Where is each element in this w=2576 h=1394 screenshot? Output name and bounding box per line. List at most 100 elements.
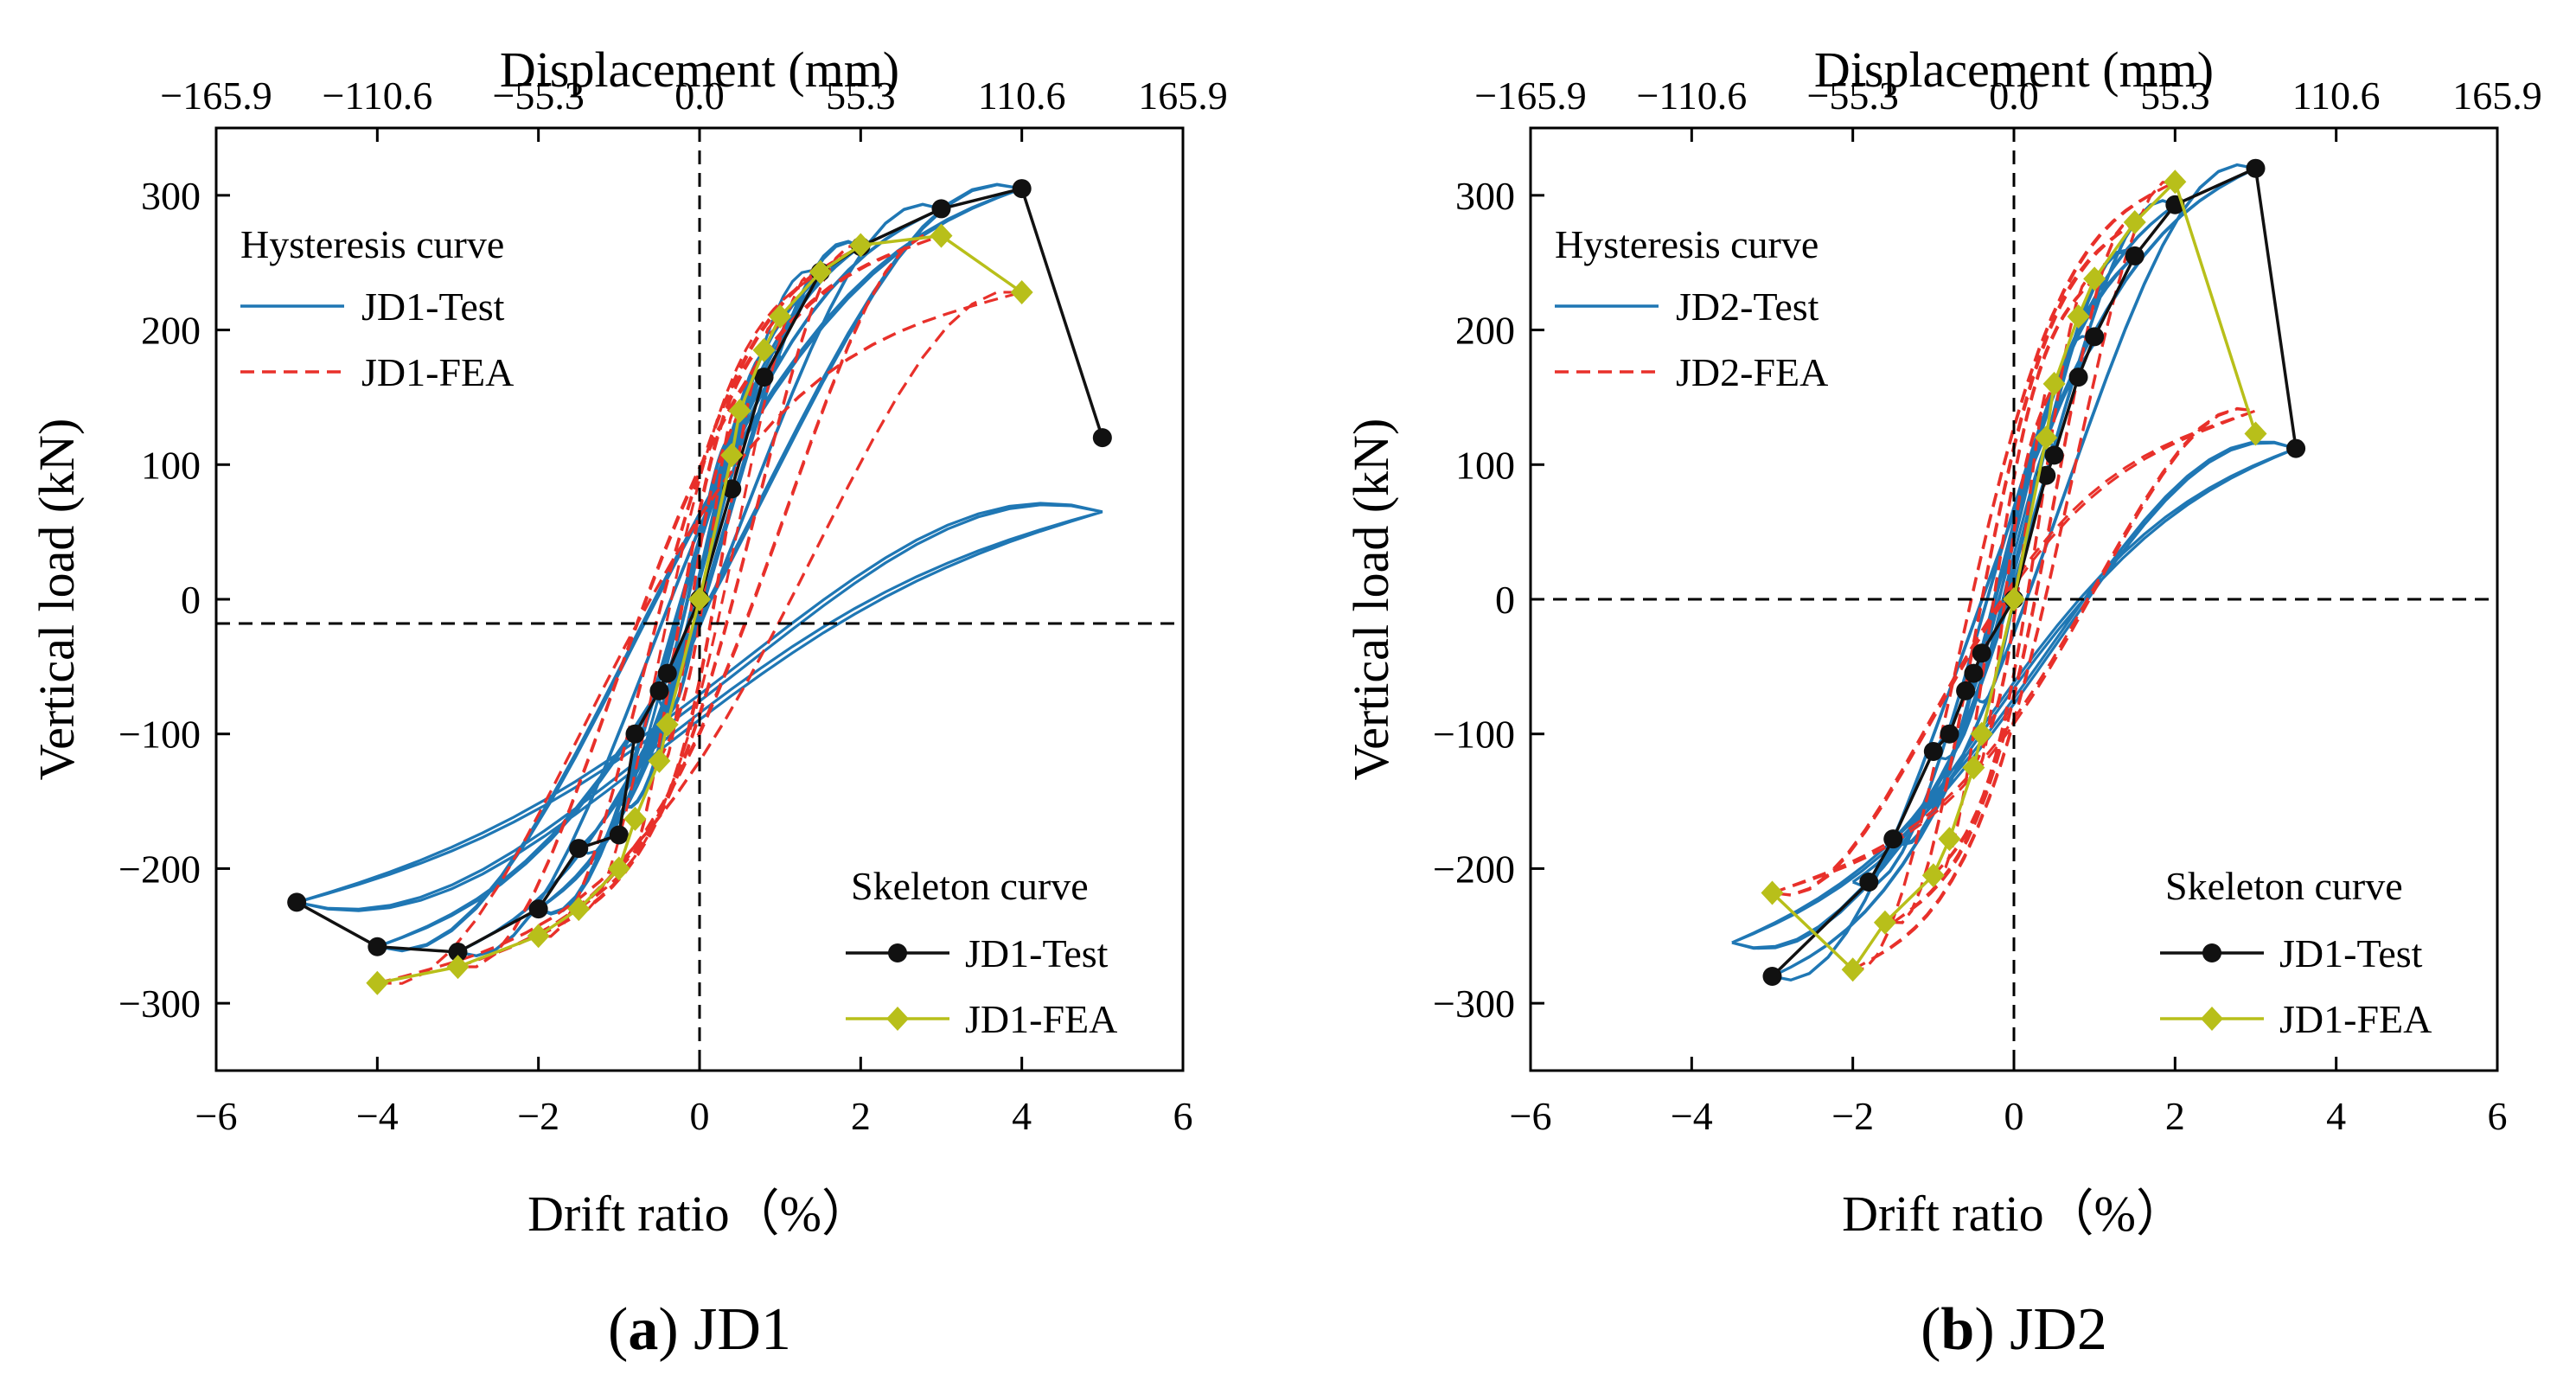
skeleton-test-point bbox=[2286, 438, 2306, 458]
y-tick-label: 200 bbox=[141, 309, 201, 353]
legend-skeleton-test-label: JD1-Test bbox=[965, 931, 1109, 975]
caption-paren-close: ) bbox=[1974, 1296, 2010, 1363]
skeleton-test-point bbox=[569, 839, 589, 859]
skeleton-test-point bbox=[657, 663, 677, 683]
panel-a-chart: −6 −4 −2 0 2 4 6 −165.9 −110.6 −55.3 0.0 55.3 110.6 1… bbox=[29, 42, 1228, 1363]
y-tick-label: −200 bbox=[1433, 847, 1515, 891]
x-axis-title: Drift ratio（%） bbox=[527, 1186, 872, 1242]
x-tick-label: −2 bbox=[1831, 1094, 1874, 1138]
skeleton-fea-point bbox=[623, 806, 647, 831]
caption-paren-open: ( bbox=[1921, 1296, 1940, 1363]
legend-skeleton-fea-label: JD1-FEA bbox=[965, 997, 1117, 1041]
top-x-tick-label: −165.9 bbox=[160, 74, 272, 118]
skeleton-test-point bbox=[754, 368, 774, 387]
skeleton-test-point bbox=[368, 937, 387, 956]
skeleton-fea-point bbox=[2042, 371, 2066, 396]
top-x-tick-label: 55.3 bbox=[826, 74, 896, 118]
skeleton-fea-point bbox=[720, 443, 744, 468]
legend-skeleton-test-label: JD1-Test bbox=[2279, 931, 2423, 975]
y-tick-label: 300 bbox=[141, 174, 201, 218]
caption-label: a bbox=[628, 1296, 658, 1363]
legend-hysteresis-title: Hysteresis curve bbox=[1555, 222, 1819, 266]
skeleton-test-point bbox=[2036, 465, 2056, 485]
top-x-tick-label: 110.6 bbox=[2292, 74, 2381, 118]
skeleton-test-point bbox=[1964, 663, 1984, 683]
legend-skeleton-fea-label: JD1-FEA bbox=[2279, 997, 2432, 1041]
legend-fea-label: JD2-FEA bbox=[1676, 350, 1828, 394]
y-tick-label: −300 bbox=[1433, 982, 1515, 1026]
top-x-tick-label: 110.6 bbox=[978, 74, 1066, 118]
x-tick-label: 2 bbox=[2165, 1094, 2185, 1138]
skeleton-fea-point bbox=[446, 955, 470, 980]
skeleton-test-point bbox=[1012, 179, 1032, 199]
legend-skeleton-title: Skeleton curve bbox=[2165, 864, 2403, 908]
top-x-axis-title: Displacement (mm) bbox=[500, 42, 899, 98]
skeleton-test-point bbox=[1859, 873, 1879, 892]
skeleton-fea-point bbox=[1921, 863, 1945, 888]
skeleton-test-point bbox=[2068, 368, 2088, 387]
y-tick-label: −100 bbox=[118, 713, 201, 757]
skeleton-test-point bbox=[1940, 724, 1959, 744]
top-x-axis-title: Displacement (mm) bbox=[1814, 42, 2214, 98]
skeleton-test-point bbox=[2125, 246, 2145, 265]
panel-caption: (b) JD2 bbox=[1921, 1296, 2107, 1363]
skeleton-test-point bbox=[2246, 158, 2266, 178]
skeleton-test-point bbox=[528, 899, 548, 919]
legend-skeleton-fea-marker bbox=[2201, 1007, 2223, 1031]
legend-skeleton-title: Skeleton curve bbox=[851, 864, 1089, 908]
top-x-tick-label: 165.9 bbox=[1138, 74, 1228, 118]
skeleton-line-test bbox=[1771, 166, 2298, 978]
skeleton-fea-point bbox=[567, 897, 591, 922]
x-tick-label: −4 bbox=[356, 1094, 399, 1138]
skeleton-fea-point bbox=[2067, 304, 2090, 329]
top-x-tick-label: −55.3 bbox=[1806, 74, 1898, 118]
skeleton-test-point bbox=[1762, 967, 1782, 986]
y-tick-label: 300 bbox=[1455, 174, 1515, 218]
skeleton-test-point bbox=[1883, 829, 1903, 849]
skeleton-fea-point bbox=[1761, 880, 1784, 905]
x-tick-label: 6 bbox=[2488, 1094, 2508, 1138]
panel-b-chart: −6 −4 −2 0 2 4 6 −165.9 −110.6 −55.3 0.0 55.3 110.6 1… bbox=[1343, 42, 2542, 1363]
caption-paren-open: ( bbox=[608, 1296, 628, 1363]
caption-paren-close: ) bbox=[658, 1296, 694, 1363]
skeleton-fea-point bbox=[648, 748, 671, 773]
skeleton-fea-point bbox=[655, 712, 679, 737]
legend-skeleton-fea-marker bbox=[886, 1007, 909, 1031]
legend-test-label: JD1-Test bbox=[361, 285, 505, 329]
skeleton-fea-point bbox=[527, 924, 550, 949]
skeleton-fea-point bbox=[688, 587, 711, 611]
skeleton-test-point bbox=[1956, 681, 1976, 700]
skeleton-test-point bbox=[1092, 428, 1112, 448]
skeleton-fea-point bbox=[366, 970, 389, 995]
skeleton-fea-point bbox=[607, 856, 630, 881]
caption-name: JD2 bbox=[2010, 1296, 2107, 1363]
top-x-tick-label: 55.3 bbox=[2140, 74, 2210, 118]
top-x-tick-label: 165.9 bbox=[2452, 74, 2542, 118]
skeleton-fea-point bbox=[849, 233, 873, 258]
skeleton-fea-point bbox=[769, 304, 792, 329]
caption-label: b bbox=[1940, 1296, 1974, 1363]
x-tick-label: −6 bbox=[1510, 1094, 1552, 1138]
legend-skeleton-test-marker bbox=[888, 943, 907, 962]
x-axis-title: Drift ratio（%） bbox=[1842, 1186, 2186, 1242]
skeleton-fea-point bbox=[1938, 827, 1961, 852]
skeleton-fea-point bbox=[728, 399, 751, 423]
top-x-tick-label: −55.3 bbox=[492, 74, 584, 118]
skeleton-test-point bbox=[1923, 741, 1943, 761]
legend-test-label: JD2-Test bbox=[1676, 285, 1819, 329]
skeleton-test-point bbox=[287, 892, 307, 912]
legend-fea-label: JD1-FEA bbox=[361, 350, 514, 394]
skeleton-fea-point bbox=[809, 259, 832, 285]
skeleton-test-point bbox=[722, 479, 742, 499]
panel-caption: (a) JD1 bbox=[608, 1296, 791, 1363]
caption-name: JD1 bbox=[694, 1296, 791, 1363]
x-tick-label: 0 bbox=[2004, 1094, 2024, 1138]
skeleton-test-point bbox=[448, 942, 468, 962]
top-x-tick-label: −110.6 bbox=[322, 74, 432, 118]
x-tick-label: −4 bbox=[1671, 1094, 1713, 1138]
x-tick-label: −6 bbox=[195, 1094, 238, 1138]
y-tick-label: −100 bbox=[1433, 713, 1515, 757]
y-axis-title: Vertical load (kN) bbox=[29, 419, 85, 781]
skeleton-fea-point bbox=[2164, 169, 2187, 195]
